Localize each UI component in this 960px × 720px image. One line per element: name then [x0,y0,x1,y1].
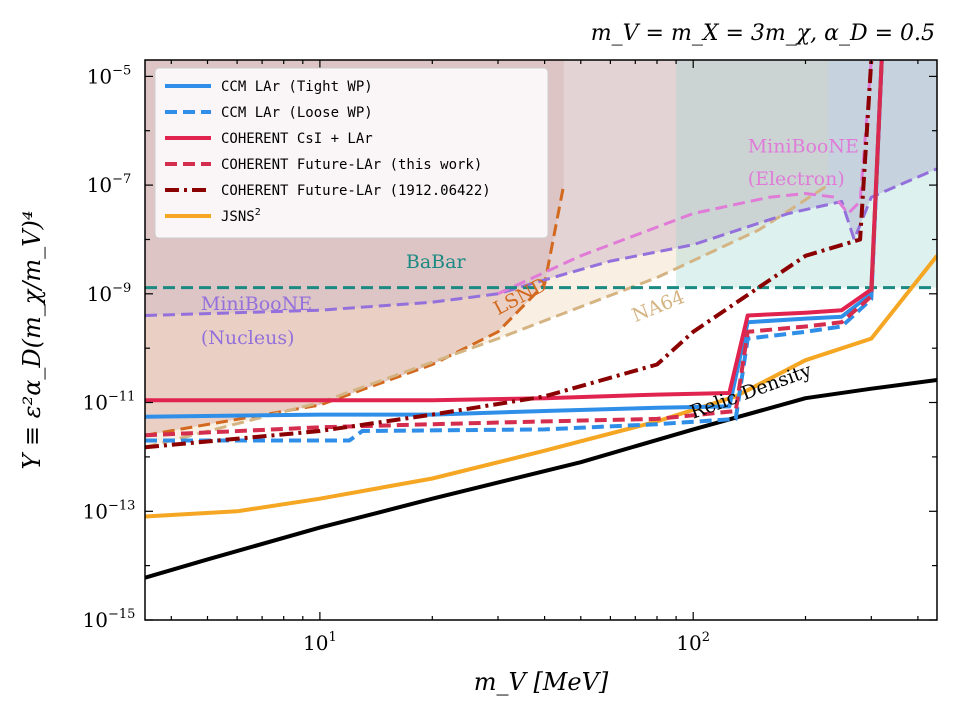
series-relic-density [145,378,937,580]
series-ccm-lar-loose-wp [145,60,884,443]
region-babar-excluded [676,60,937,288]
y-tick-label: 10−13 [83,498,136,523]
annotation-babar: BaBar [406,251,467,273]
legend-label: CCM LAr (Tight WP) [221,79,373,95]
legend: CCM LAr (Tight WP) CCM LAr (Loose WP) COHE… [154,67,549,239]
y-tick-label: 10−15 [83,607,136,632]
annotation-miniboone: MiniBooNE [201,293,312,315]
curve-miniboone-electron [497,60,873,296]
legend-label: COHERENT CsI + LAr [221,131,373,147]
series-coherent-future-lar-this-work [145,60,884,438]
chart-title: m_V = m_X = 3m_χ, α_D = 0.5 [591,21,935,46]
x-axis-title: m_V [MeV] [474,668,609,696]
legend-label: COHERENT Future-LAr (this work) [221,157,482,173]
series-coherent-future-lar-1912-06422 [145,60,874,450]
y-tick-label: 10−9 [87,281,132,306]
x-tick-label: 102 [676,630,710,655]
series-ccm-lar-tight-wp [145,60,884,419]
boundary-curves [145,60,937,449]
plot-frame [144,59,938,621]
legend-label: JSNS2 [221,207,261,225]
y-tick-label: 10−7 [87,172,132,197]
annotation-electron: (Electron) [748,168,845,190]
data-series [145,60,937,580]
annotation-nucleus: (Nucleus) [201,327,295,349]
legend-box [154,67,549,239]
legend-label: COHERENT Future-LAr (1912.06422) [221,183,491,199]
y-axis-title: Y ≡ ε²α_D(m_χ/m_V)⁴ [18,211,46,470]
x-tick-label: 101 [303,630,337,655]
y-tick-label: 10−5 [87,63,132,88]
annotation-miniboone: MiniBooNE [748,135,859,157]
series-coherent-csi-lar [145,60,884,403]
y-tick-label: 10−11 [83,390,136,415]
curve-miniboone-nucleus [145,167,937,317]
series-jsns2 [145,254,937,519]
legend-label: CCM LAr (Loose WP) [221,105,373,121]
curve-na64 [145,183,830,449]
